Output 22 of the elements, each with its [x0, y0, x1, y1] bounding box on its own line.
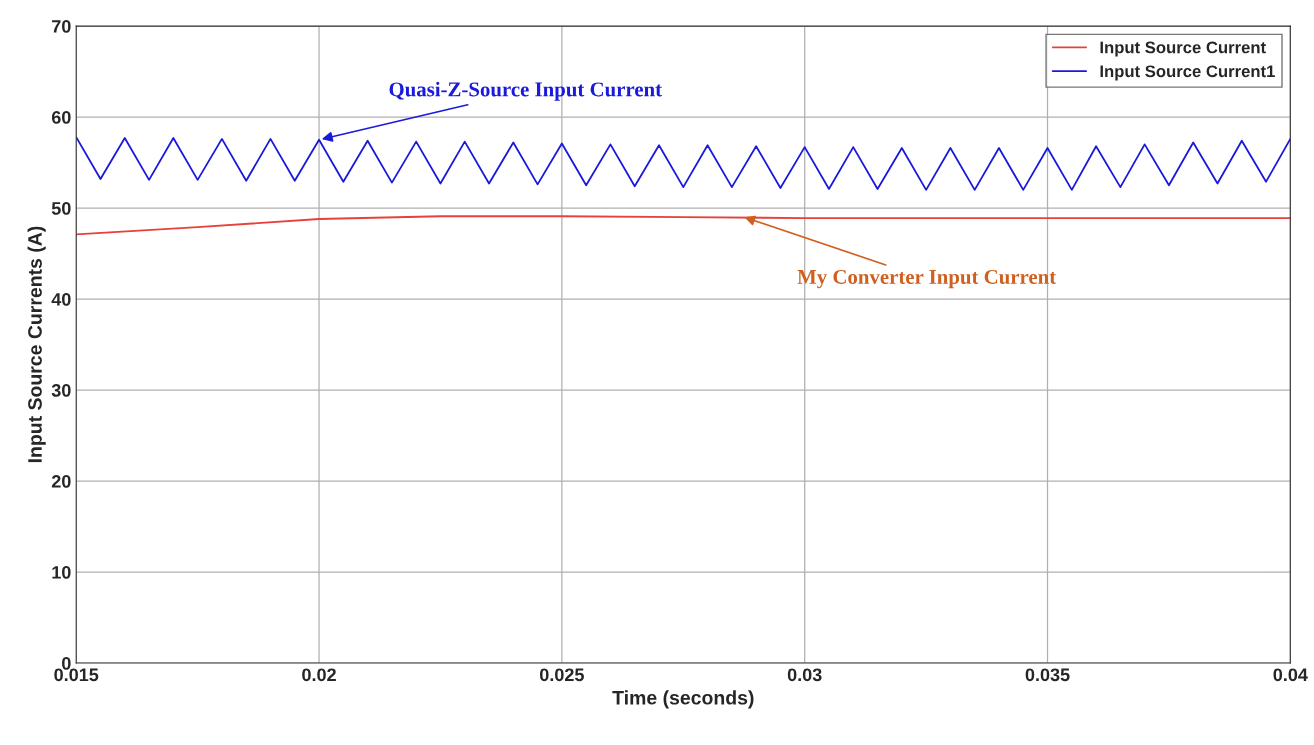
x-tick-label: 0.03 — [787, 668, 822, 682]
y-tick-label: 40 — [51, 293, 71, 306]
y-axis-title: Input Source Currents (A) — [27, 226, 46, 463]
y-tick-label: 10 — [52, 565, 71, 579]
y-tick-label: 30 — [51, 384, 71, 397]
x-tick-label: 0.015 — [54, 668, 99, 682]
legend-label: Input Source Current — [1100, 41, 1266, 57]
x-tick-label: 0.025 — [539, 668, 584, 682]
line-series — [76, 215, 1291, 236]
x-tick-label: 0.04 — [1273, 668, 1308, 682]
x-axis-title: Time (seconds) — [612, 690, 754, 709]
legend-label: Input Source Current1 — [1100, 65, 1275, 81]
y-tick-label: 70 — [52, 20, 71, 33]
y-tick-label: 50 — [51, 202, 71, 215]
y-tick-label: 20 — [51, 474, 71, 488]
x-tick-label: 0.035 — [1025, 668, 1070, 682]
annotation: Quasi-Z-Source Input Current — [389, 81, 662, 101]
x-tick-label: 0.02 — [302, 668, 336, 682]
y-tick-label: 60 — [51, 111, 71, 124]
annotation: My Converter Input Current — [797, 269, 1057, 289]
y-tick-label: 0 — [62, 656, 71, 670]
line-series — [76, 136, 1291, 191]
